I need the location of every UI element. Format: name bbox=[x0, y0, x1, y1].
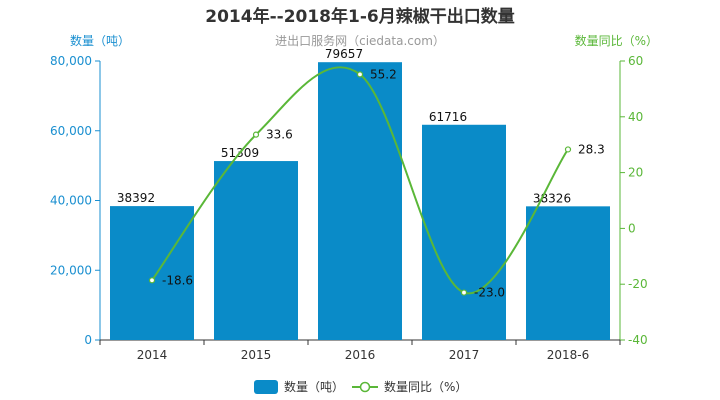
x-axis-tick-label: 2015 bbox=[241, 348, 272, 362]
right-axis-tick-label: 0 bbox=[628, 221, 636, 235]
x-axis-tick-label: 2017 bbox=[449, 348, 480, 362]
line-data-label: 55.2 bbox=[370, 67, 397, 81]
bar-data-label: 38392 bbox=[117, 191, 155, 205]
bar bbox=[318, 62, 402, 340]
left-axis-tick-label: 20,000 bbox=[50, 263, 92, 277]
bar bbox=[422, 124, 506, 341]
line-group: -18.6 33.6 55.2 -23.0 28.3 bbox=[148, 66, 605, 300]
bar bbox=[110, 206, 194, 340]
chart-title: 2014年--2018年1-6月辣椒干出口数量 bbox=[205, 6, 514, 27]
right-axis-tick-label: -40 bbox=[628, 333, 648, 347]
line-data-label: 33.6 bbox=[266, 128, 293, 142]
right-axis-title: 数量同比（%） bbox=[575, 33, 658, 48]
bar-data-label: 79657 bbox=[325, 47, 363, 61]
legend: 数量（吨） 数量同比（%） bbox=[254, 379, 467, 394]
right-axis-tick-label: -20 bbox=[628, 277, 648, 291]
line-point bbox=[460, 289, 468, 296]
x-axis-tick-label: 2016 bbox=[345, 348, 376, 362]
x-axis-tick-label: 2014 bbox=[137, 348, 168, 362]
line-series-path bbox=[151, 66, 569, 295]
chart-watermark: 进出口服务网（ciedata.com） bbox=[275, 33, 445, 48]
line-point bbox=[148, 277, 156, 284]
line-point bbox=[252, 131, 260, 138]
legend-bar-swatch bbox=[254, 380, 278, 394]
right-axis-tick-label: 40 bbox=[628, 110, 643, 124]
line-data-label: -23.0 bbox=[474, 286, 505, 300]
left-axis-title: 数量（吨） bbox=[70, 33, 130, 48]
right-axis-tick-label: 20 bbox=[628, 166, 643, 180]
line-data-label: -18.6 bbox=[162, 273, 193, 287]
bar-data-label: 61716 bbox=[429, 110, 467, 124]
bar-data-label: 38326 bbox=[533, 191, 571, 205]
line-data-label: 28.3 bbox=[578, 142, 605, 156]
left-axis-tick-label: 60,000 bbox=[50, 124, 92, 138]
x-axis-tick-label: 2018-6 bbox=[547, 348, 590, 362]
legend-bar-label: 数量（吨） bbox=[284, 379, 344, 394]
bar bbox=[214, 161, 298, 340]
bar bbox=[526, 206, 610, 340]
left-axis-tick-label: 0 bbox=[84, 333, 92, 347]
left-axis-tick-label: 80,000 bbox=[50, 54, 92, 68]
line-point bbox=[356, 71, 364, 78]
legend-line-marker bbox=[359, 381, 371, 393]
line-point bbox=[564, 146, 572, 153]
right-axis-tick-label: 60 bbox=[628, 54, 643, 68]
left-axis-tick-label: 40,000 bbox=[50, 194, 92, 208]
legend-line-label: 数量同比（%） bbox=[384, 379, 467, 394]
